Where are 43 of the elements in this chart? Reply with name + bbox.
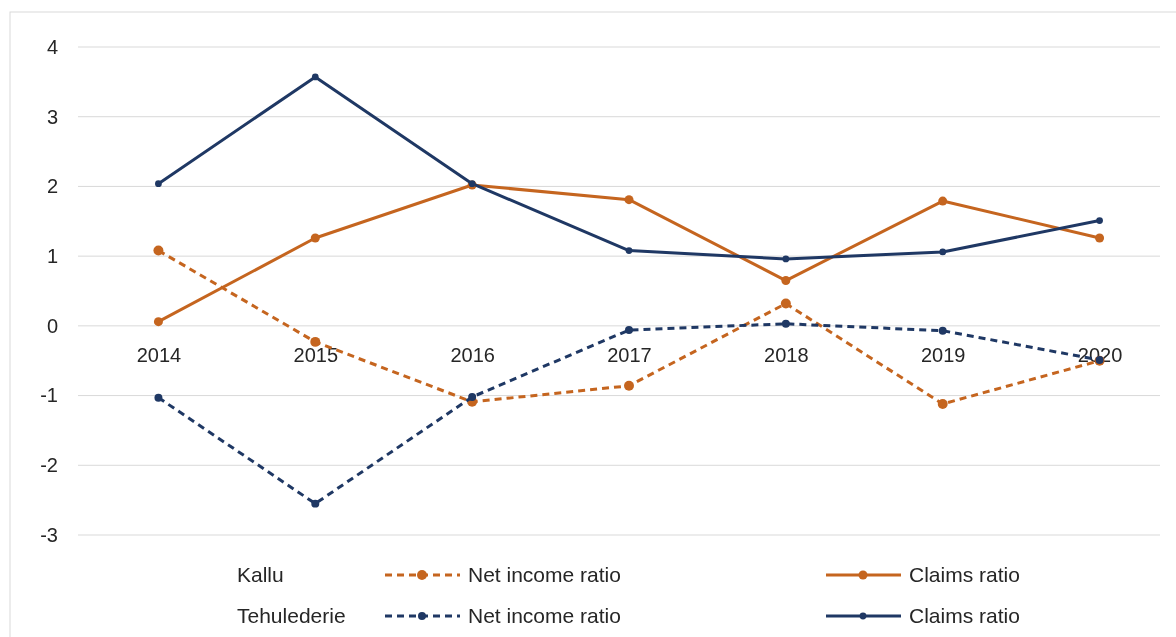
point: [782, 255, 790, 263]
x-tick-label: 2019: [920, 344, 966, 367]
point: [154, 393, 163, 402]
y-tick-label: -3: [40, 523, 58, 546]
legend-label: Claims ratio: [909, 604, 1020, 627]
point: [310, 336, 321, 347]
y-tick-label: 0: [46, 314, 58, 337]
x-tick-label: 2014: [136, 344, 182, 367]
point: [938, 196, 948, 206]
y-tick-label: -2: [40, 454, 58, 477]
y-tick-label: -1: [40, 384, 58, 407]
point: [155, 180, 162, 188]
y-tick-label: 3: [46, 105, 58, 128]
legend-label: Claims ratio: [909, 563, 1020, 586]
x-tick-label: 2017: [607, 344, 652, 367]
point: [937, 398, 948, 409]
point: [938, 326, 947, 335]
y-tick-label: 4: [46, 35, 58, 58]
point: [468, 392, 477, 401]
point: [780, 298, 791, 309]
point: [153, 245, 164, 256]
text: Tehulederie: [237, 604, 346, 627]
point: [624, 195, 634, 205]
point: [624, 380, 634, 391]
point: [1095, 233, 1105, 243]
point: [625, 326, 633, 335]
y-tick-label: 2: [46, 175, 58, 198]
point: [781, 319, 790, 328]
point: [153, 317, 163, 327]
point: [311, 499, 320, 508]
point: [310, 233, 320, 243]
text: Kallu: [237, 563, 284, 586]
legend-label: Net income ratio: [468, 604, 621, 627]
y-tick-label: 1: [46, 245, 58, 268]
point: [625, 247, 633, 254]
point: [1096, 217, 1103, 224]
x-tick-label: 2016: [450, 344, 495, 367]
legend-label: Net income ratio: [468, 563, 621, 586]
point: [781, 276, 791, 286]
x-tick-label: 2018: [764, 344, 809, 367]
x-tick-label: 2015: [293, 344, 339, 367]
point: [939, 248, 947, 256]
point: [311, 73, 319, 81]
